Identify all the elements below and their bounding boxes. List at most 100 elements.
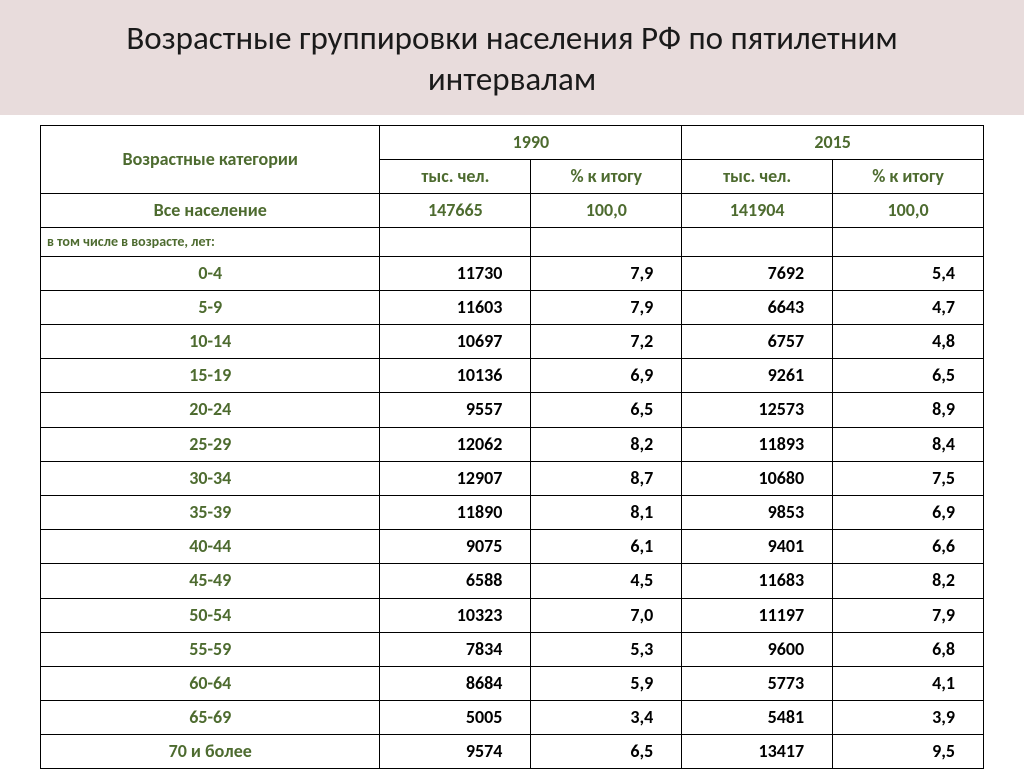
note-empty [531, 228, 682, 257]
row-2015-count: 5773 [682, 666, 833, 700]
note-empty [833, 228, 984, 257]
row-2015-count: 5481 [682, 701, 833, 735]
row-label: 0-4 [41, 256, 380, 290]
row-2015-pct: 8,2 [833, 564, 984, 598]
header-year-1990: 1990 [380, 125, 682, 159]
title-bar: Возрастные группировки населения РФ по п… [0, 0, 1024, 115]
row-label: 25-29 [41, 427, 380, 461]
total-1990-count: 147665 [380, 193, 531, 227]
row-1990-count: 5005 [380, 701, 531, 735]
row-2015-count: 7692 [682, 256, 833, 290]
row-1990-count: 9574 [380, 735, 531, 769]
row-label: 40-44 [41, 530, 380, 564]
row-2015-count: 9261 [682, 359, 833, 393]
row-1990-count: 11603 [380, 290, 531, 324]
row-2015-count: 6757 [682, 325, 833, 359]
row-1990-pct: 6,1 [531, 530, 682, 564]
row-1990-pct: 5,9 [531, 666, 682, 700]
row-1990-count: 10697 [380, 325, 531, 359]
table-row: 10-14106977,267574,8 [41, 325, 984, 359]
note-row: в том числе в возрасте, лет: [41, 228, 984, 257]
page-title: Возрастные группировки населения РФ по п… [40, 18, 984, 101]
table-row: 70 и более95746,5134179,5 [41, 735, 984, 769]
note-empty [380, 228, 531, 257]
row-1990-count: 6588 [380, 564, 531, 598]
row-2015-count: 10680 [682, 461, 833, 495]
table-row: 5-9116037,966434,7 [41, 290, 984, 324]
table-header: Возрастные категории 1990 2015 тыс. чел.… [41, 125, 984, 193]
row-label: 55-59 [41, 632, 380, 666]
header-1990-pct: % к итогу [531, 159, 682, 193]
total-label: Все население [41, 193, 380, 227]
row-2015-pct: 5,4 [833, 256, 984, 290]
row-label: 20-24 [41, 393, 380, 427]
row-1990-count: 8684 [380, 666, 531, 700]
row-2015-pct: 6,9 [833, 495, 984, 529]
row-1990-count: 11890 [380, 495, 531, 529]
row-1990-count: 11730 [380, 256, 531, 290]
row-2015-pct: 6,6 [833, 530, 984, 564]
row-2015-pct: 8,9 [833, 393, 984, 427]
table-row: 50-54103237,0111977,9 [41, 598, 984, 632]
total-2015-count: 141904 [682, 193, 833, 227]
row-1990-count: 12062 [380, 427, 531, 461]
row-label: 10-14 [41, 325, 380, 359]
row-1990-count: 9557 [380, 393, 531, 427]
row-2015-count: 11197 [682, 598, 833, 632]
row-2015-pct: 4,1 [833, 666, 984, 700]
total-1990-pct: 100,0 [531, 193, 682, 227]
row-1990-count: 12907 [380, 461, 531, 495]
row-label: 65-69 [41, 701, 380, 735]
row-label: 30-34 [41, 461, 380, 495]
population-table: Возрастные категории 1990 2015 тыс. чел.… [40, 125, 984, 769]
row-1990-count: 9075 [380, 530, 531, 564]
header-year-2015: 2015 [682, 125, 984, 159]
row-2015-pct: 4,7 [833, 290, 984, 324]
row-1990-pct: 4,5 [531, 564, 682, 598]
row-2015-pct: 7,5 [833, 461, 984, 495]
row-1990-pct: 8,1 [531, 495, 682, 529]
row-1990-pct: 6,5 [531, 735, 682, 769]
row-2015-count: 11683 [682, 564, 833, 598]
row-label: 60-64 [41, 666, 380, 700]
header-2015-count: тыс. чел. [682, 159, 833, 193]
row-label: 35-39 [41, 495, 380, 529]
row-1990-count: 10323 [380, 598, 531, 632]
row-2015-pct: 6,8 [833, 632, 984, 666]
row-1990-pct: 6,9 [531, 359, 682, 393]
row-2015-count: 9600 [682, 632, 833, 666]
row-1990-pct: 6,5 [531, 393, 682, 427]
table-row: 35-39118908,198536,9 [41, 495, 984, 529]
row-2015-pct: 6,5 [833, 359, 984, 393]
table-row: 65-6950053,454813,9 [41, 701, 984, 735]
row-1990-count: 7834 [380, 632, 531, 666]
row-1990-pct: 7,2 [531, 325, 682, 359]
row-2015-count: 13417 [682, 735, 833, 769]
row-1990-pct: 8,7 [531, 461, 682, 495]
table-row: 60-6486845,957734,1 [41, 666, 984, 700]
note-empty [682, 228, 833, 257]
table-row: 20-2495576,5125738,9 [41, 393, 984, 427]
row-label: 45-49 [41, 564, 380, 598]
table-row: 15-19101366,992616,5 [41, 359, 984, 393]
row-label: 5-9 [41, 290, 380, 324]
row-2015-count: 9401 [682, 530, 833, 564]
table-row: 40-4490756,194016,6 [41, 530, 984, 564]
table-row: 0-4117307,976925,4 [41, 256, 984, 290]
row-2015-pct: 9,5 [833, 735, 984, 769]
table-body: Все население 147665 100,0 141904 100,0 … [41, 193, 984, 769]
row-2015-pct: 7,9 [833, 598, 984, 632]
row-1990-pct: 7,9 [531, 290, 682, 324]
table-row: 45-4965884,5116838,2 [41, 564, 984, 598]
header-1990-count: тыс. чел. [380, 159, 531, 193]
table-row: 30-34129078,7106807,5 [41, 461, 984, 495]
table-container: Возрастные категории 1990 2015 тыс. чел.… [0, 115, 1024, 769]
header-2015-pct: % к итогу [833, 159, 984, 193]
row-2015-count: 9853 [682, 495, 833, 529]
row-2015-count: 12573 [682, 393, 833, 427]
note-label: в том числе в возрасте, лет: [41, 228, 380, 257]
total-2015-pct: 100,0 [833, 193, 984, 227]
table-row: 25-29120628,2118938,4 [41, 427, 984, 461]
row-1990-pct: 5,3 [531, 632, 682, 666]
row-2015-pct: 8,4 [833, 427, 984, 461]
